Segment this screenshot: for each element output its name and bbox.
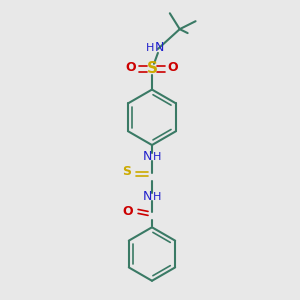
Text: N: N [155, 41, 165, 55]
Text: H: H [153, 152, 161, 162]
Text: O: O [122, 205, 133, 218]
Text: O: O [167, 61, 178, 74]
Text: O: O [126, 61, 136, 74]
Text: H: H [153, 192, 161, 202]
Text: S: S [146, 61, 158, 76]
Text: S: S [122, 165, 131, 178]
Text: H: H [146, 43, 154, 53]
Text: N: N [142, 190, 152, 203]
Text: N: N [142, 150, 152, 164]
